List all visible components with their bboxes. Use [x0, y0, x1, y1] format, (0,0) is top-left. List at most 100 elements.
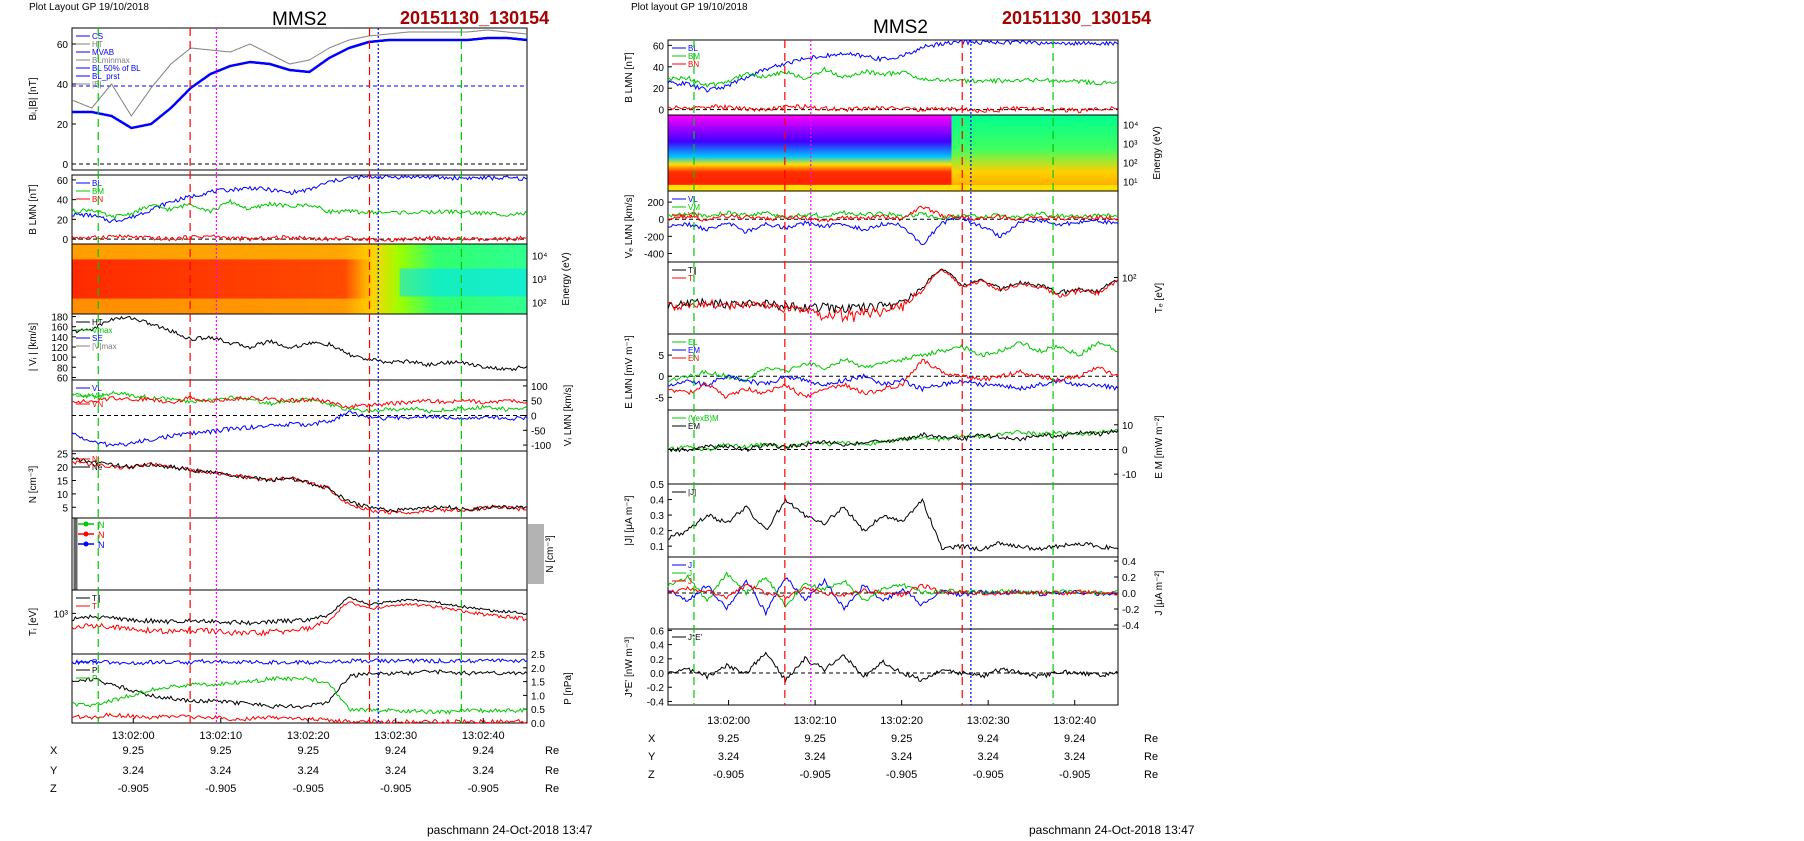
y-axis-label: Energy (eV)	[561, 252, 572, 305]
left-panel-VLMN: -100-50050100VLVMVNVᵢ LMN [km/s]	[71, 379, 574, 452]
legend-label: BL	[92, 179, 102, 188]
ephemeris-value: -0.905	[713, 769, 744, 781]
ephemeris-value: 3.24	[298, 765, 319, 777]
y-tick-label: 0.1	[650, 542, 664, 553]
legend-label: BN	[688, 60, 699, 69]
right-spacecraft-title: MMS2	[873, 17, 928, 38]
ephemeris-value: 9.25	[298, 745, 319, 757]
x-tick-label: 13:02:30	[374, 730, 417, 742]
series-line-em	[667, 340, 1119, 383]
legend-label: J	[688, 569, 692, 578]
y-tick-label: 0	[1122, 445, 1128, 456]
y-tick-label: 40	[57, 80, 69, 91]
left-panel-P: 0.0 0.5 1.0 1.5 2.0 2.5 PPP P [nPa]	[71, 650, 574, 730]
right-event-id: 20151130_130154	[1002, 8, 1152, 28]
ephemeris-value: 9.24	[977, 733, 998, 745]
ephemeris-value: 9.25	[891, 733, 912, 745]
ephemeris-row-label: Y	[648, 751, 656, 763]
y-tick-label: 0	[62, 235, 68, 246]
right-panel-Te: 10² T∥T Tₑ [eV]	[667, 261, 1165, 335]
series-line-t	[71, 601, 528, 637]
panel-frame	[71, 450, 528, 519]
y-tick-label: 0.2	[650, 527, 664, 538]
ephemeris-unit: Re	[545, 765, 559, 777]
ephemeris-value: -0.905	[1059, 769, 1090, 781]
right-panel-JLMN: -0.4 -0.2 0.0 0.2 0.4 JJJ J [μA m⁻²]	[667, 556, 1165, 632]
ephemeris-unit: Re	[545, 745, 559, 757]
electron-spectrogram-left	[668, 115, 952, 191]
y-tick-label: 0.4	[650, 496, 664, 507]
ephemeris-value: 3.24	[891, 751, 912, 763]
ephemeris-unit: Re	[1144, 733, 1158, 745]
series-line-bl	[72, 36, 528, 130]
series-line-bn	[71, 233, 527, 243]
y-tick-label: 0.2	[1122, 573, 1136, 584]
y-tick-label: 10⁴	[532, 252, 547, 263]
y-tick-label: 10	[57, 490, 69, 501]
y-tick-label: -200	[644, 232, 664, 243]
right-footer: paschmann 24-Oct-2018 13:47	[1029, 823, 1195, 837]
right-panel-J: 0.1 0.2 0.3 0.4 0.5 |J| |J| [μA m⁻²]	[624, 480, 1119, 558]
legend-label: EL	[688, 338, 698, 347]
y-tick-label: 1.0	[531, 691, 545, 702]
legend-label: T∥	[92, 594, 101, 603]
y-tick-label: 60	[653, 41, 665, 52]
series-line-t	[667, 269, 1118, 323]
y-axis-label: Energy (eV)	[1152, 126, 1163, 179]
y-axis-label: Tₑ [eV]	[1154, 283, 1165, 314]
y-tick-label: 100	[51, 353, 68, 364]
ephemeris-row-label: Z	[648, 769, 655, 781]
series-line-pb	[71, 676, 528, 715]
ephemeris-row-label: X	[648, 733, 656, 745]
y-tick-label: 10¹	[1123, 178, 1138, 189]
legend-label: BL 50% of BL	[92, 64, 141, 73]
y-axis-label: N [cm⁻³]	[28, 466, 39, 504]
series-line-vn	[72, 395, 528, 410]
y-tick-label: 10³	[54, 609, 69, 620]
ephemeris-row-label: Z	[50, 783, 57, 795]
y-tick-label: 80	[57, 363, 69, 374]
panel-frame	[667, 190, 1119, 263]
legend-label: T∥	[688, 266, 697, 275]
y-tick-label: 2.0	[531, 664, 545, 675]
ephemeris-value: 9.25	[210, 745, 231, 757]
legend-label: N	[98, 540, 105, 550]
series-line-bl	[71, 174, 528, 224]
legend-label: HT	[92, 318, 103, 327]
legend-label: EM	[688, 346, 700, 355]
legend-marker	[83, 521, 89, 527]
ephemeris-value: 3.24	[210, 765, 231, 777]
y-tick-label: 25	[57, 450, 69, 461]
legend-label: Ne	[92, 463, 103, 472]
panel-frame	[667, 483, 1119, 558]
panel-frame	[71, 517, 528, 591]
ephemeris-unit: Re	[1144, 751, 1158, 763]
legend-label: Vmax	[92, 326, 112, 335]
legend-label: P	[92, 658, 97, 667]
y-tick-label: -0.2	[1122, 605, 1140, 616]
ephemeris-value: -0.905	[800, 769, 831, 781]
y-tick-label: 100	[531, 382, 548, 393]
spectrogram-floor	[668, 185, 1118, 191]
y-tick-label: 10²	[1122, 274, 1137, 285]
spectrogram-cold-ions	[399, 268, 527, 297]
ephemeris-value: 3.24	[473, 765, 494, 777]
series-line-vl	[71, 410, 528, 448]
y-tick-label: 5	[658, 351, 664, 362]
y-tick-label: 0.0	[1122, 589, 1136, 600]
ephemeris-row-label: Y	[50, 765, 58, 777]
legend-label: J	[688, 561, 692, 570]
series-line-bm	[668, 66, 1119, 88]
y-tick-label: 180	[51, 313, 68, 324]
legend-label: VL	[688, 195, 698, 204]
y-tick-label: -100	[531, 441, 551, 452]
y-tick-label: 5	[62, 503, 68, 514]
series-line-je	[667, 651, 1119, 684]
right-chart: 0204060BLBMBNB LMN [nT]10¹10²10³10⁴Energ…	[624, 39, 1165, 781]
series-line-t	[667, 268, 1119, 313]
right-panel-espec: 10¹ 10² 10³ 10⁴ Energy (eV)	[667, 114, 1163, 192]
y-tick-label: 0	[658, 372, 664, 383]
legend-label: T	[688, 274, 693, 283]
